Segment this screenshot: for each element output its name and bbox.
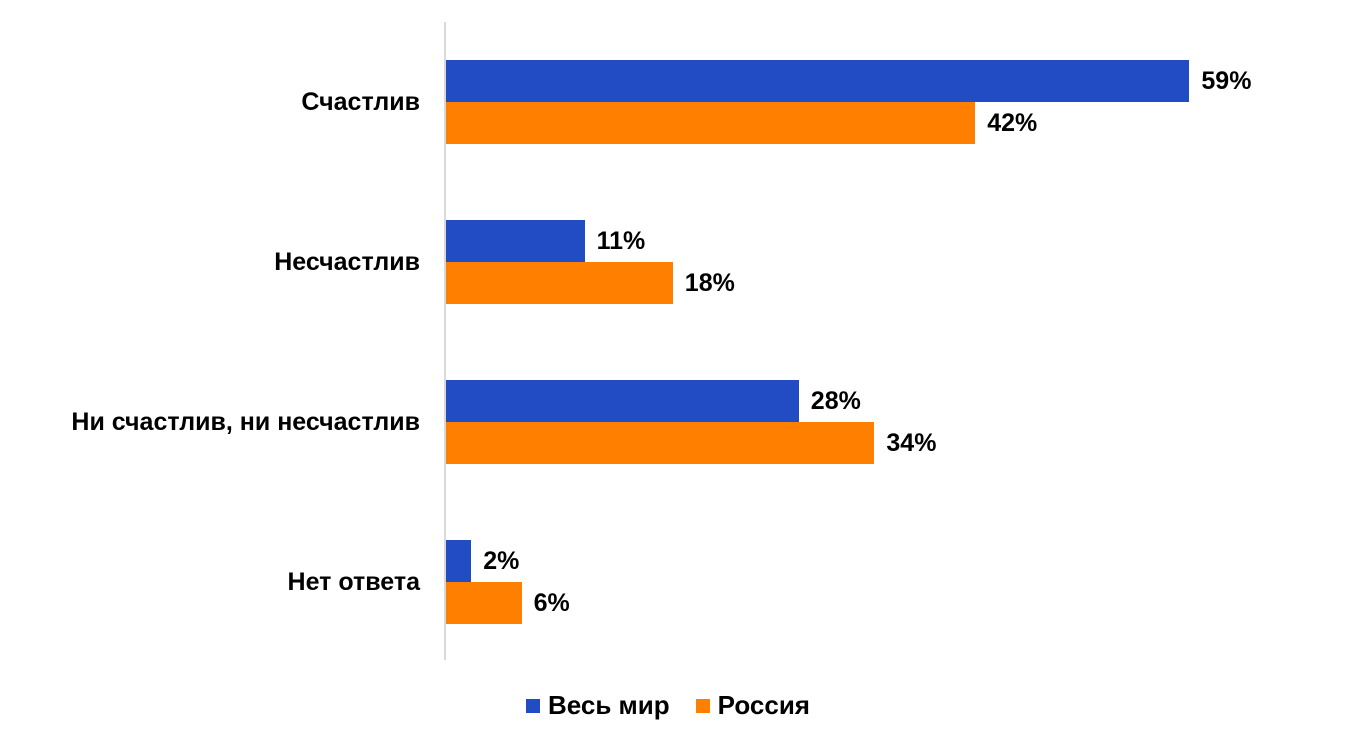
- value-label: 11%: [596, 227, 646, 255]
- legend-label: Весь мир: [548, 690, 670, 720]
- bar: [446, 582, 522, 624]
- legend: Весь мир Россия: [526, 690, 836, 721]
- value-label: 28%: [810, 387, 861, 415]
- legend-swatch-icon: [695, 698, 710, 713]
- category-label: Нет ответа: [287, 568, 420, 596]
- value-label: 59%: [1201, 67, 1252, 95]
- value-label: 42%: [987, 109, 1038, 137]
- category-label: Счастлив: [301, 88, 420, 116]
- bar: [446, 102, 976, 144]
- legend-swatch-icon: [526, 698, 540, 713]
- category-label: Ни счастлив, ни несчастлив: [71, 408, 420, 436]
- bar: [446, 380, 799, 422]
- value-label: 2%: [483, 547, 520, 575]
- y-axis-line: [444, 22, 446, 660]
- bar: [446, 220, 585, 262]
- category-label: Несчастлив: [274, 248, 420, 276]
- value-label: 34%: [886, 429, 937, 457]
- legend-item-russia: Россия: [695, 690, 810, 721]
- legend-item-world: Весь мир: [526, 690, 670, 721]
- value-label: 6%: [533, 589, 570, 617]
- legend-label: Россия: [717, 690, 810, 720]
- value-label: 18%: [684, 269, 735, 297]
- bar: [446, 540, 472, 582]
- bar: [446, 262, 673, 304]
- bar: [446, 60, 1190, 102]
- bar: [446, 422, 875, 464]
